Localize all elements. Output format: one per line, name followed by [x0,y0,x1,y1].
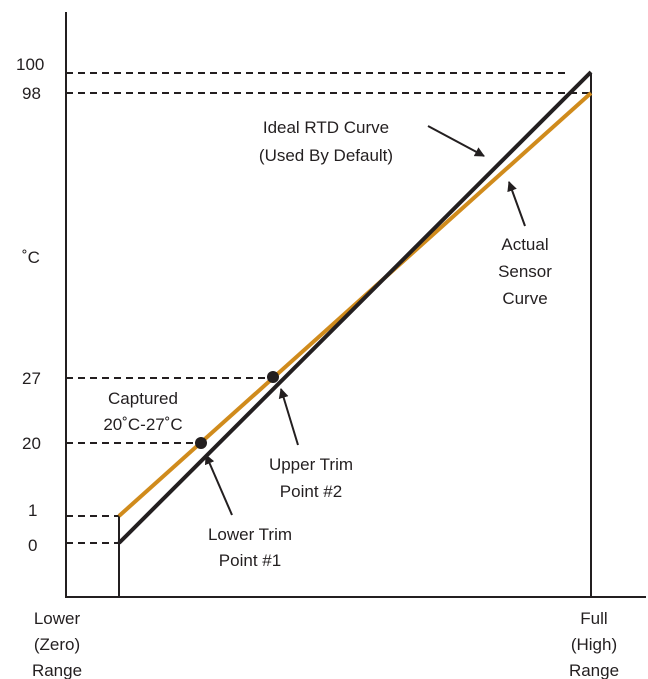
full-range-label-line3: Range [569,661,619,679]
captured-label-line1: Captured [108,389,178,408]
actual-curve-label-line3: Curve [502,289,547,308]
y-tick-27: 27 [22,369,41,388]
lower-range-label-line3: Range [32,661,82,679]
y-tick-0: 0 [28,536,37,555]
upper-trim-label-line1: Upper Trim [269,455,353,474]
captured-label-line2: 20˚C-27˚C [103,415,182,434]
lower-trim-arrow [204,454,233,516]
lower-range-label-line1: Lower [34,609,81,628]
upper-trim-label-line2: Point #2 [280,482,342,501]
lower-trim-label-line2: Point #1 [219,551,281,570]
y-tick-1: 1 [28,501,37,520]
y-axis-unit-label: ˚C [22,248,40,267]
y-tick-100: 100 [16,55,44,74]
actual-curve-label-line1: Actual [501,235,548,254]
full-range-label-line2: (High) [571,635,617,654]
upper-trim-arrow [278,388,299,446]
actual-curve-arrow [507,181,526,227]
lower-range-label-line2: (Zero) [34,635,80,654]
lower-trim-point [195,437,207,449]
actual-curve-label-line2: Sensor [498,262,552,281]
ideal-curve-arrow [427,125,485,157]
full-range-label-line1: Full [580,609,607,628]
y-tick-20: 20 [22,434,41,453]
upper-trim-point [267,371,279,383]
ideal-rtd-curve [117,70,593,545]
ideal-curve-label-line1: Ideal RTD Curve [263,118,389,137]
lower-trim-label-line1: Lower Trim [208,525,292,544]
dashed-reference-lines [66,72,591,544]
ideal-curve-label-line2: (Used By Default) [259,146,393,165]
y-tick-98: 98 [22,84,41,103]
